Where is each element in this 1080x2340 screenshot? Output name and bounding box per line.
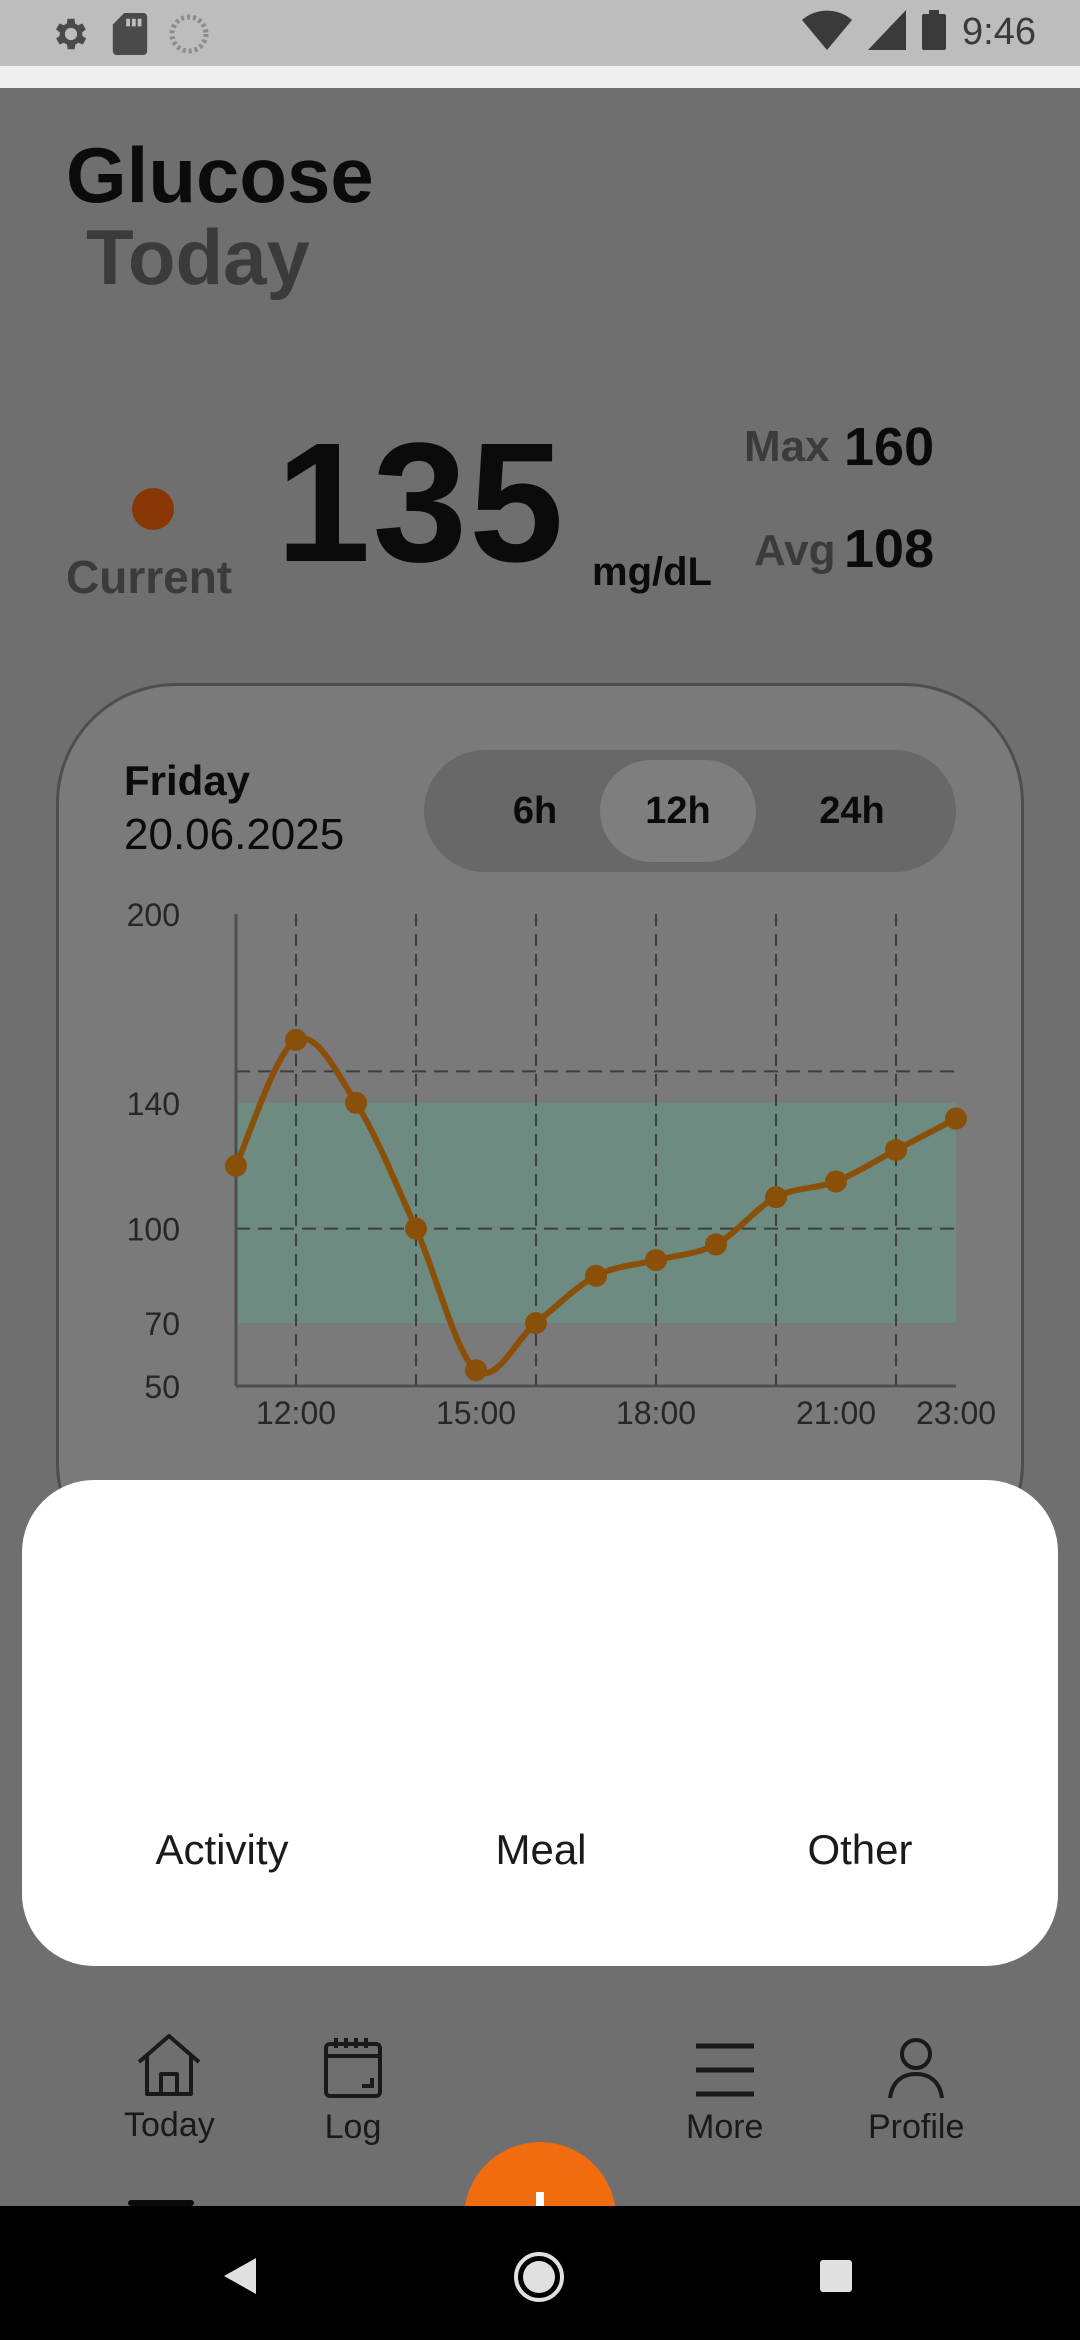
plus-icon <box>536 2192 544 2206</box>
nav-more-label: More <box>686 2108 764 2146</box>
data-point <box>945 1107 967 1130</box>
option-other[interactable]: Other <box>807 1826 913 1873</box>
gear-icon <box>50 13 92 59</box>
data-point <box>765 1186 787 1209</box>
back-icon[interactable] <box>222 2256 258 2300</box>
add-entry-sheet <box>22 1480 1058 1966</box>
page-subtitle: Today <box>86 213 310 301</box>
nav-more[interactable]: More <box>686 2040 763 2147</box>
nav-profile-label: Profile <box>868 2108 965 2146</box>
header-strip <box>0 66 1080 88</box>
home-circle-icon[interactable] <box>512 2250 566 2308</box>
x-tick-label: 21:00 <box>796 1395 876 1431</box>
avg-value: 108 <box>844 519 935 579</box>
y-tick-label: 140 <box>127 1086 180 1122</box>
data-point <box>285 1028 307 1051</box>
range-12h-button[interactable]: 12h <box>600 760 756 862</box>
status-time: 9:46 <box>962 10 1036 53</box>
y-tick-label: 70 <box>144 1306 180 1342</box>
y-tick-label: 200 <box>127 897 180 933</box>
max-value: 160 <box>844 417 935 477</box>
range-toggle: 6h 12h 24h <box>424 750 956 872</box>
menu-icon <box>694 2040 756 2104</box>
signal-icon <box>868 10 907 54</box>
x-tick-label: 18:00 <box>616 1395 696 1431</box>
target-range-band <box>236 1102 956 1324</box>
data-point <box>345 1091 367 1114</box>
glucose-unit: mg/dL <box>592 550 712 594</box>
person-icon <box>886 2036 946 2104</box>
chart-date: 20.06.2025 <box>124 810 345 859</box>
data-point <box>465 1359 487 1382</box>
x-tick-label: 15:00 <box>436 1395 516 1431</box>
y-tick-label: 50 <box>144 1369 180 1405</box>
nav-active-indicator <box>128 2200 194 2206</box>
data-point <box>885 1139 907 1161</box>
system-navigation-bar <box>0 2206 1080 2340</box>
home-icon <box>133 2032 205 2102</box>
calendar-icon <box>322 2036 384 2104</box>
data-point <box>405 1217 427 1240</box>
glucose-chart: 200 140 100 70 50 12:00 15:00 18:00 21:00 23:00 <box>127 897 996 1431</box>
data-point <box>225 1154 247 1177</box>
nav-today[interactable]: Today <box>124 2032 215 2145</box>
current-glucose-value: 135 <box>276 408 566 598</box>
current-label: Current <box>66 551 233 603</box>
sync-icon <box>168 13 210 59</box>
battery-icon <box>922 10 947 54</box>
range-24h-button[interactable]: 24h <box>819 789 885 832</box>
option-activity[interactable]: Activity <box>155 1826 289 1873</box>
current-status-dot <box>132 488 174 530</box>
data-point <box>705 1233 727 1256</box>
data-point <box>585 1264 607 1287</box>
nav-log-label: Log <box>324 2108 382 2146</box>
nav-today-label: Today <box>124 2106 215 2144</box>
recents-icon[interactable] <box>818 2258 854 2298</box>
status-bar: 9:46 <box>0 0 1080 66</box>
nav-log[interactable]: Log <box>322 2036 384 2147</box>
wifi-icon <box>802 10 853 54</box>
nav-profile[interactable]: Profile <box>868 2036 964 2147</box>
sd-card-icon <box>112 13 148 59</box>
data-point <box>825 1170 847 1193</box>
x-tick-label: 23:00 <box>916 1395 996 1431</box>
avg-label: Avg <box>754 526 836 575</box>
page-title: Glucose <box>66 131 374 219</box>
range-6h-button[interactable]: 6h <box>512 789 558 832</box>
data-point <box>525 1312 547 1335</box>
chart-day: Friday <box>124 757 251 804</box>
max-label: Max <box>744 422 830 471</box>
data-point <box>645 1249 667 1272</box>
y-tick-label: 100 <box>127 1212 180 1248</box>
option-meal[interactable]: Meal <box>495 1826 587 1873</box>
x-tick-label: 12:00 <box>256 1395 336 1431</box>
